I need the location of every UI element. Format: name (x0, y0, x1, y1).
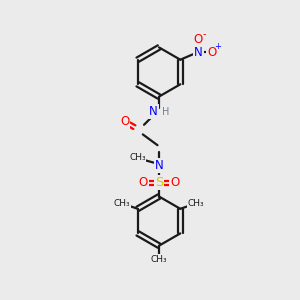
Text: O: O (139, 176, 148, 189)
Text: O: O (207, 46, 216, 59)
Text: N: N (154, 159, 164, 172)
Text: -: - (202, 29, 206, 39)
Text: N: N (194, 46, 203, 59)
Text: CH₃: CH₃ (188, 199, 204, 208)
Text: S: S (155, 176, 163, 189)
Text: CH₃: CH₃ (114, 199, 130, 208)
Text: O: O (170, 176, 179, 189)
Text: O: O (194, 33, 203, 46)
Text: CH₃: CH₃ (129, 153, 146, 162)
Text: O: O (120, 115, 129, 128)
Text: CH₃: CH₃ (151, 255, 167, 264)
Text: H: H (162, 106, 169, 117)
Text: N: N (149, 105, 158, 118)
Text: +: + (214, 42, 220, 51)
